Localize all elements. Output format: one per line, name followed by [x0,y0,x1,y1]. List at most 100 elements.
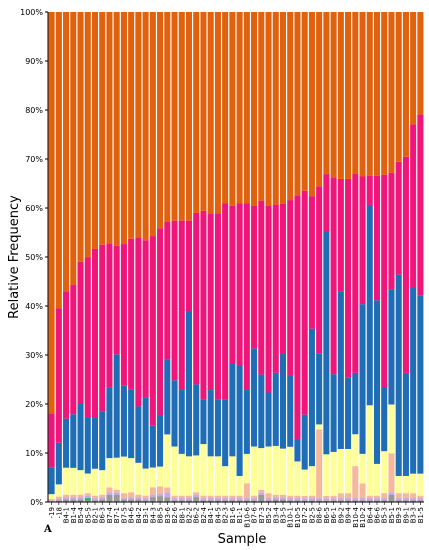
bar-segment-16-2 [164,492,171,498]
bar-segment-7-5 [99,411,106,471]
bar-segment-18-4 [178,453,185,496]
bar-segment-31-0 [272,499,279,502]
bar-segment-17-4 [171,446,178,496]
x-tick-label: B6-5 [323,507,331,523]
bar-segment-41-0 [345,500,352,502]
x-tick-label: B4-5 [214,507,222,523]
bar-segment-41-5 [345,377,352,449]
bar-segment-4-7 [77,12,84,262]
bar-segment-24-4 [222,466,229,496]
bar-segment-14-6 [149,236,156,426]
bar-segment-49-2 [402,498,409,501]
x-tick-label: B1-6 [229,506,237,523]
bar-segment-42-2 [352,498,359,501]
bar-segment-48-0 [395,500,402,502]
y-tick-label: 0% [30,498,43,507]
bar-segment-1-0 [55,500,62,502]
bar-segment-4-3 [77,494,84,498]
bar-segment-40-5 [337,291,344,449]
y-tick-label: 70% [25,155,43,164]
bar-segment-5-4 [84,473,91,494]
y-tick-label: 20% [25,400,43,409]
bar-segment-38-6 [323,174,330,232]
bar-segment-15-7 [157,12,164,229]
y-axis-title: Relative Frequency [7,195,22,319]
bar-segment-24-6 [222,203,229,400]
x-tick-label: B7-3 [258,507,266,523]
bar-segment-33-5 [287,375,294,447]
bar-segment-2-0 [63,499,70,502]
bar-segment-3-3 [70,494,77,498]
bar-segment-45-6 [373,175,381,301]
bar-segment-3-0 [70,499,77,502]
bar-segment-46-4 [381,451,388,494]
bar-segment-5-0 [84,500,91,502]
bar-segment-15-0 [157,496,164,502]
y-tick-label: 10% [25,449,43,458]
bar-segment-40-0 [337,500,344,502]
bar-segment-50-4 [410,473,417,494]
bar-segment-10-6 [120,244,127,386]
bar-segment-9-7 [113,12,120,246]
y-tick-label: 30% [25,351,43,360]
bar-segment-25-0 [229,500,236,502]
bar-segment-26-3 [236,495,243,499]
bar-segment-27-2 [243,498,250,501]
bar-segment-47-2 [388,492,395,495]
x-tick-label: B5-4 [77,506,85,523]
bar-segment-26-6 [236,203,243,366]
x-tick-label: B10-4 [352,506,360,527]
bar-segment-20-3 [193,492,200,495]
bar-segment-34-7 [294,12,301,196]
bar-segment-43-2 [359,498,366,501]
bar-segment-44-0 [366,500,373,502]
bar-segment-49-3 [402,493,409,499]
bar-segment-17-3 [171,495,178,499]
bar-segment-10-2 [120,498,127,500]
bar-segment-11-4 [128,458,135,493]
bar-segment-30-6 [265,205,272,393]
bar-segment-9-5 [113,354,120,458]
bar-segment-35-7 [301,12,308,191]
bar-segment-16-4 [164,434,171,488]
bar-segment-15-6 [157,228,164,416]
y-tick-label: 100% [20,8,43,17]
bar-segment-45-3 [373,495,381,499]
bar-segment-11-6 [128,238,135,390]
bar-segment-41-7 [345,12,352,179]
x-tick-label: B5-3 [381,507,389,523]
bar-segment-40-2 [337,498,344,501]
bar-segment-13-5 [142,397,149,469]
bar-segment-16-0 [164,497,171,502]
bar-segment-21-0 [200,500,207,502]
bar-segment-38-3 [323,495,330,499]
bar-segment-12-2 [135,497,142,500]
bar-segment-28-7 [251,12,258,206]
bar-segment-12-4 [135,462,142,495]
bar-segment-44-2 [366,498,373,501]
bar-segment-20-7 [193,12,200,213]
bar-segment-0-5 [48,467,55,495]
bar-segment-20-0 [193,497,200,502]
bar-segment-4-2 [77,497,84,500]
bar-segment-8-6 [106,243,113,388]
bar-segment-39-0 [330,500,337,502]
bar-segment-35-5 [301,414,308,470]
bar-segment-36-0 [308,500,315,502]
x-tick-label: B4-1 [63,507,71,523]
bar-segment-33-3 [287,495,294,499]
x-tick-label: B6-6 [374,506,382,523]
bar-segment-11-0 [128,499,135,502]
bar-segment-22-5 [207,390,214,457]
bar-segment-20-6 [193,212,200,385]
bar-segment-22-3 [207,495,214,499]
bar-segment-26-4 [236,475,243,496]
bar-segment-28-5 [251,348,258,447]
bar-segment-37-4 [316,424,323,430]
bar-segment-22-6 [207,213,214,391]
bar-segment-21-3 [200,495,207,499]
bar-segment-23-7 [214,12,221,214]
x-tick-label: B9-4 [345,506,353,523]
bar-segment-32-5 [279,354,287,449]
bar-segment-36-7 [308,12,315,197]
